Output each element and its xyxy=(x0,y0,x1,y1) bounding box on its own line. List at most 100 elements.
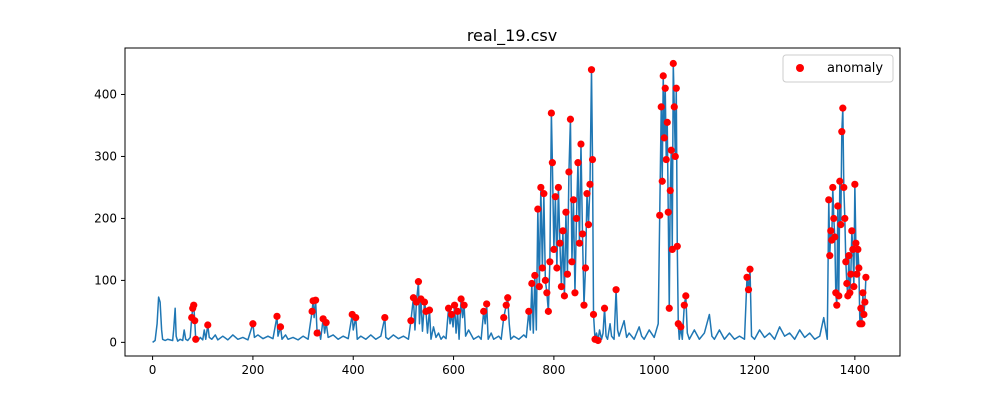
y-tick-label: 100 xyxy=(94,273,117,287)
anomaly-point xyxy=(670,103,678,111)
anomaly-point xyxy=(666,186,674,195)
anomaly-point xyxy=(543,289,551,297)
anomaly-point xyxy=(663,118,671,126)
anomaly-point xyxy=(837,221,845,229)
anomaly-point xyxy=(827,227,835,235)
anomaly-point xyxy=(562,208,570,216)
anomaly-point xyxy=(839,104,847,112)
anomaly-point xyxy=(589,310,598,319)
x-tick-label: 600 xyxy=(442,363,465,377)
x-tick-label: 0 xyxy=(149,363,157,377)
anomaly-point xyxy=(836,177,844,185)
anomaly-point xyxy=(665,304,673,312)
anomaly-point xyxy=(531,271,539,280)
anomaly-point xyxy=(550,245,558,254)
anomaly-point xyxy=(584,221,593,229)
anomaly-point xyxy=(407,317,415,325)
anomaly-point xyxy=(657,103,665,111)
anomaly-point xyxy=(600,304,609,312)
anomaly-point xyxy=(852,239,860,247)
anomaly-point xyxy=(559,227,567,235)
anomaly-point xyxy=(457,295,465,303)
anomaly-point xyxy=(541,276,549,284)
anomaly-point xyxy=(480,307,488,315)
anomaly-point xyxy=(583,190,591,198)
anomaly-point xyxy=(450,301,459,309)
anomaly-point xyxy=(858,320,866,328)
anomaly-point xyxy=(444,304,453,312)
anomaly-point xyxy=(381,313,389,322)
anomaly-point xyxy=(662,155,670,164)
anomaly-point xyxy=(565,168,573,176)
anomaly-point xyxy=(677,323,685,331)
anomaly-point xyxy=(420,298,429,306)
anomaly-point xyxy=(656,211,664,219)
anomaly-point xyxy=(612,286,620,294)
anomaly-point xyxy=(667,146,675,154)
anomaly-point xyxy=(842,258,850,266)
anomaly-point xyxy=(460,301,468,309)
anomaly-point xyxy=(535,282,543,291)
anomaly-point xyxy=(569,196,578,204)
anomaly-point xyxy=(833,301,841,309)
anomaly-point xyxy=(743,273,751,281)
anomaly-point xyxy=(566,115,575,123)
plot-area xyxy=(152,59,870,345)
legend-label-anomaly: anomaly xyxy=(827,61,883,76)
anomaly-point xyxy=(192,335,200,343)
legend-marker-anomaly xyxy=(796,64,804,72)
anomaly-point xyxy=(834,202,842,210)
anomaly-point xyxy=(680,301,688,309)
x-tick-label: 1400 xyxy=(840,363,871,377)
anomaly-point xyxy=(838,128,846,136)
anomaly-point xyxy=(594,336,602,345)
anomaly-point xyxy=(577,140,585,148)
anomaly-point xyxy=(658,177,666,185)
anomaly-point xyxy=(500,313,508,322)
anomaly-point xyxy=(831,233,839,241)
x-tick-label: 200 xyxy=(241,363,264,377)
anomaly-point xyxy=(556,239,564,247)
anomaly-point xyxy=(447,310,456,319)
y-tick-label: 200 xyxy=(94,211,117,225)
anomaly-point xyxy=(547,109,555,117)
anomaly-point xyxy=(528,279,536,288)
anomaly-point xyxy=(554,183,563,192)
x-tick-label: 1000 xyxy=(639,363,670,377)
anomaly-point xyxy=(847,270,855,278)
anomaly-point xyxy=(571,289,579,297)
anomaly-point xyxy=(829,183,837,192)
anomaly-point xyxy=(588,155,597,164)
anomaly-point xyxy=(581,264,590,272)
anomaly-point xyxy=(553,264,561,272)
anomaly-point xyxy=(843,279,851,288)
anomaly-point xyxy=(352,313,360,322)
anomaly-point xyxy=(825,196,833,204)
anomaly-point xyxy=(249,320,257,328)
anomaly-point xyxy=(849,245,857,254)
anomaly-point xyxy=(860,310,868,319)
x-tick-label: 800 xyxy=(542,363,565,377)
anomaly-point xyxy=(671,152,679,161)
anomaly-point xyxy=(483,300,491,308)
anomaly-point xyxy=(850,282,858,291)
anomaly-point xyxy=(857,304,865,312)
anomaly-point xyxy=(575,239,584,247)
anomaly-point xyxy=(453,307,462,315)
anomaly-point xyxy=(830,214,838,223)
anomaly-point xyxy=(659,72,667,80)
series-line xyxy=(152,62,867,343)
anomaly-point xyxy=(574,159,582,167)
chart-title: real_19.csv xyxy=(467,26,557,46)
anomaly-point xyxy=(557,282,566,291)
anomaly-point xyxy=(669,59,677,68)
x-tick-label: 400 xyxy=(342,363,365,377)
anomaly-point xyxy=(502,301,510,309)
anomaly-point xyxy=(312,296,320,304)
anomaly-point xyxy=(544,307,552,315)
anomaly-point xyxy=(190,301,198,309)
anomaly-point xyxy=(861,298,869,306)
anomaly-point xyxy=(826,252,834,260)
anomaly-point xyxy=(563,270,572,278)
